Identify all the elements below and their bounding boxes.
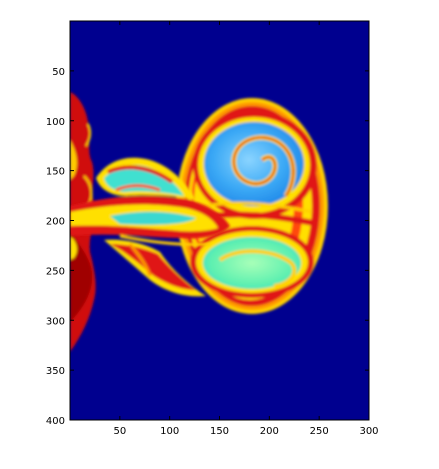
y-tick-label: 200	[46, 217, 65, 228]
x-tick-label: 200	[260, 426, 279, 437]
x-tick-label: 150	[210, 426, 229, 437]
stem	[70, 157, 230, 297]
y-tick-label: 250	[46, 266, 65, 277]
x-tick-label: 300	[359, 426, 378, 437]
y-tick-label: 150	[46, 167, 65, 178]
y-tick-label: 100	[46, 117, 65, 128]
y-tick-label: 50	[52, 67, 65, 78]
heatmap-field	[70, 92, 328, 352]
x-tick-label: 250	[310, 426, 329, 437]
vortex-head	[176, 98, 328, 314]
y-axis: 50 100 150 200 250 300 350 400	[46, 67, 369, 427]
y-tick-label: 300	[46, 316, 65, 327]
x-axis: 50 100 150 200 250 300	[113, 21, 379, 437]
y-tick-label: 350	[46, 366, 65, 377]
x-tick-label: 100	[160, 426, 179, 437]
y-tick-label: 400	[46, 416, 65, 427]
x-tick-label: 50	[113, 426, 126, 437]
